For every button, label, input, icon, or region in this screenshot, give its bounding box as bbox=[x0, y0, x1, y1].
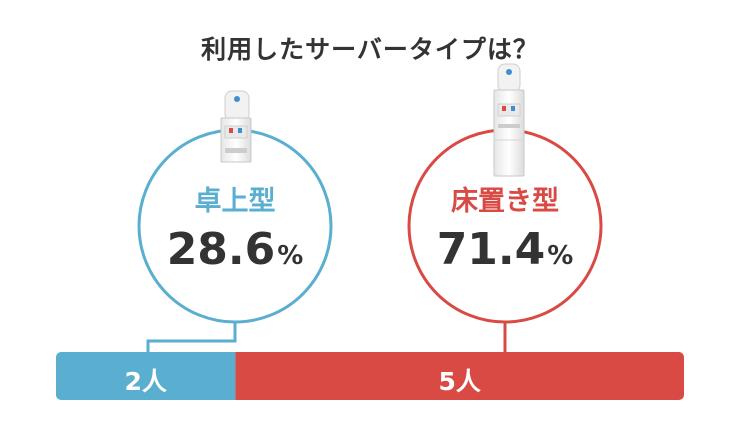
tabletop-percent-label: 28.6% bbox=[167, 224, 304, 275]
bar-segment-floor bbox=[235, 352, 684, 400]
chart-title: 利用したサーバータイプは？ bbox=[201, 35, 539, 64]
tabletop-dispenser-icon bbox=[220, 90, 252, 163]
floor-percent-unit: % bbox=[547, 241, 573, 271]
tabletop-connector bbox=[146, 322, 237, 352]
tabletop-name-label: 卓上型 bbox=[195, 186, 276, 217]
floor-count-label: 5人 bbox=[439, 367, 481, 396]
tabletop-percent-value: 28.6 bbox=[167, 224, 276, 275]
bar-segment-tabletop bbox=[56, 352, 236, 400]
floor-dispenser-icon bbox=[493, 63, 525, 177]
floor-percent-value: 71.4 bbox=[437, 224, 546, 275]
floor-percent-label: 71.4% bbox=[437, 224, 574, 275]
tabletop-percent-unit: % bbox=[277, 241, 303, 271]
stacked-bar bbox=[56, 352, 684, 400]
floor-name-label: 床置き型 bbox=[451, 185, 559, 217]
tabletop-count-label: 2人 bbox=[125, 367, 167, 396]
